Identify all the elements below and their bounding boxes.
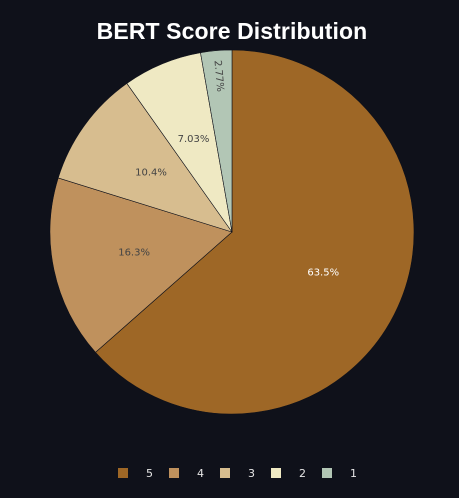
legend-swatch-5 <box>118 468 128 478</box>
pie-slices <box>49 49 415 415</box>
pie-slice-4[interactable] <box>49 177 233 353</box>
slice-label-3: 10.4% <box>135 168 167 179</box>
pie-labels: 63.5% 16.3% 10.4% 7.03% 2.77% <box>118 60 339 279</box>
legend-label-1: 1 <box>350 466 357 480</box>
chart-title: BERT Score Distribution <box>96 18 368 44</box>
pie-slice-1[interactable] <box>200 49 233 233</box>
slice-label-1: 2.77% <box>212 60 226 93</box>
legend-item-3[interactable]: 3 <box>220 465 255 481</box>
legend: 5 4 3 2 1 <box>0 465 459 481</box>
legend-item-2[interactable]: 2 <box>271 465 306 481</box>
pie-slice-5[interactable] <box>95 49 415 415</box>
slice-label-4: 16.3% <box>118 247 150 258</box>
legend-label-3: 3 <box>248 466 255 480</box>
legend-label-5: 5 <box>146 466 153 480</box>
legend-label-4: 4 <box>197 466 204 480</box>
legend-swatch-2 <box>271 468 281 478</box>
legend-swatch-1 <box>322 468 332 478</box>
legend-item-4[interactable]: 4 <box>169 465 204 481</box>
legend-swatch-3 <box>220 468 230 478</box>
legend-item-1[interactable]: 1 <box>322 465 357 481</box>
slice-label-5: 63.5% <box>307 268 339 279</box>
legend-label-2: 2 <box>299 466 306 480</box>
legend-item-5[interactable]: 5 <box>118 465 153 481</box>
slice-label-2: 7.03% <box>178 134 210 145</box>
pie-slice-3[interactable] <box>57 83 233 233</box>
legend-swatch-4 <box>169 468 179 478</box>
